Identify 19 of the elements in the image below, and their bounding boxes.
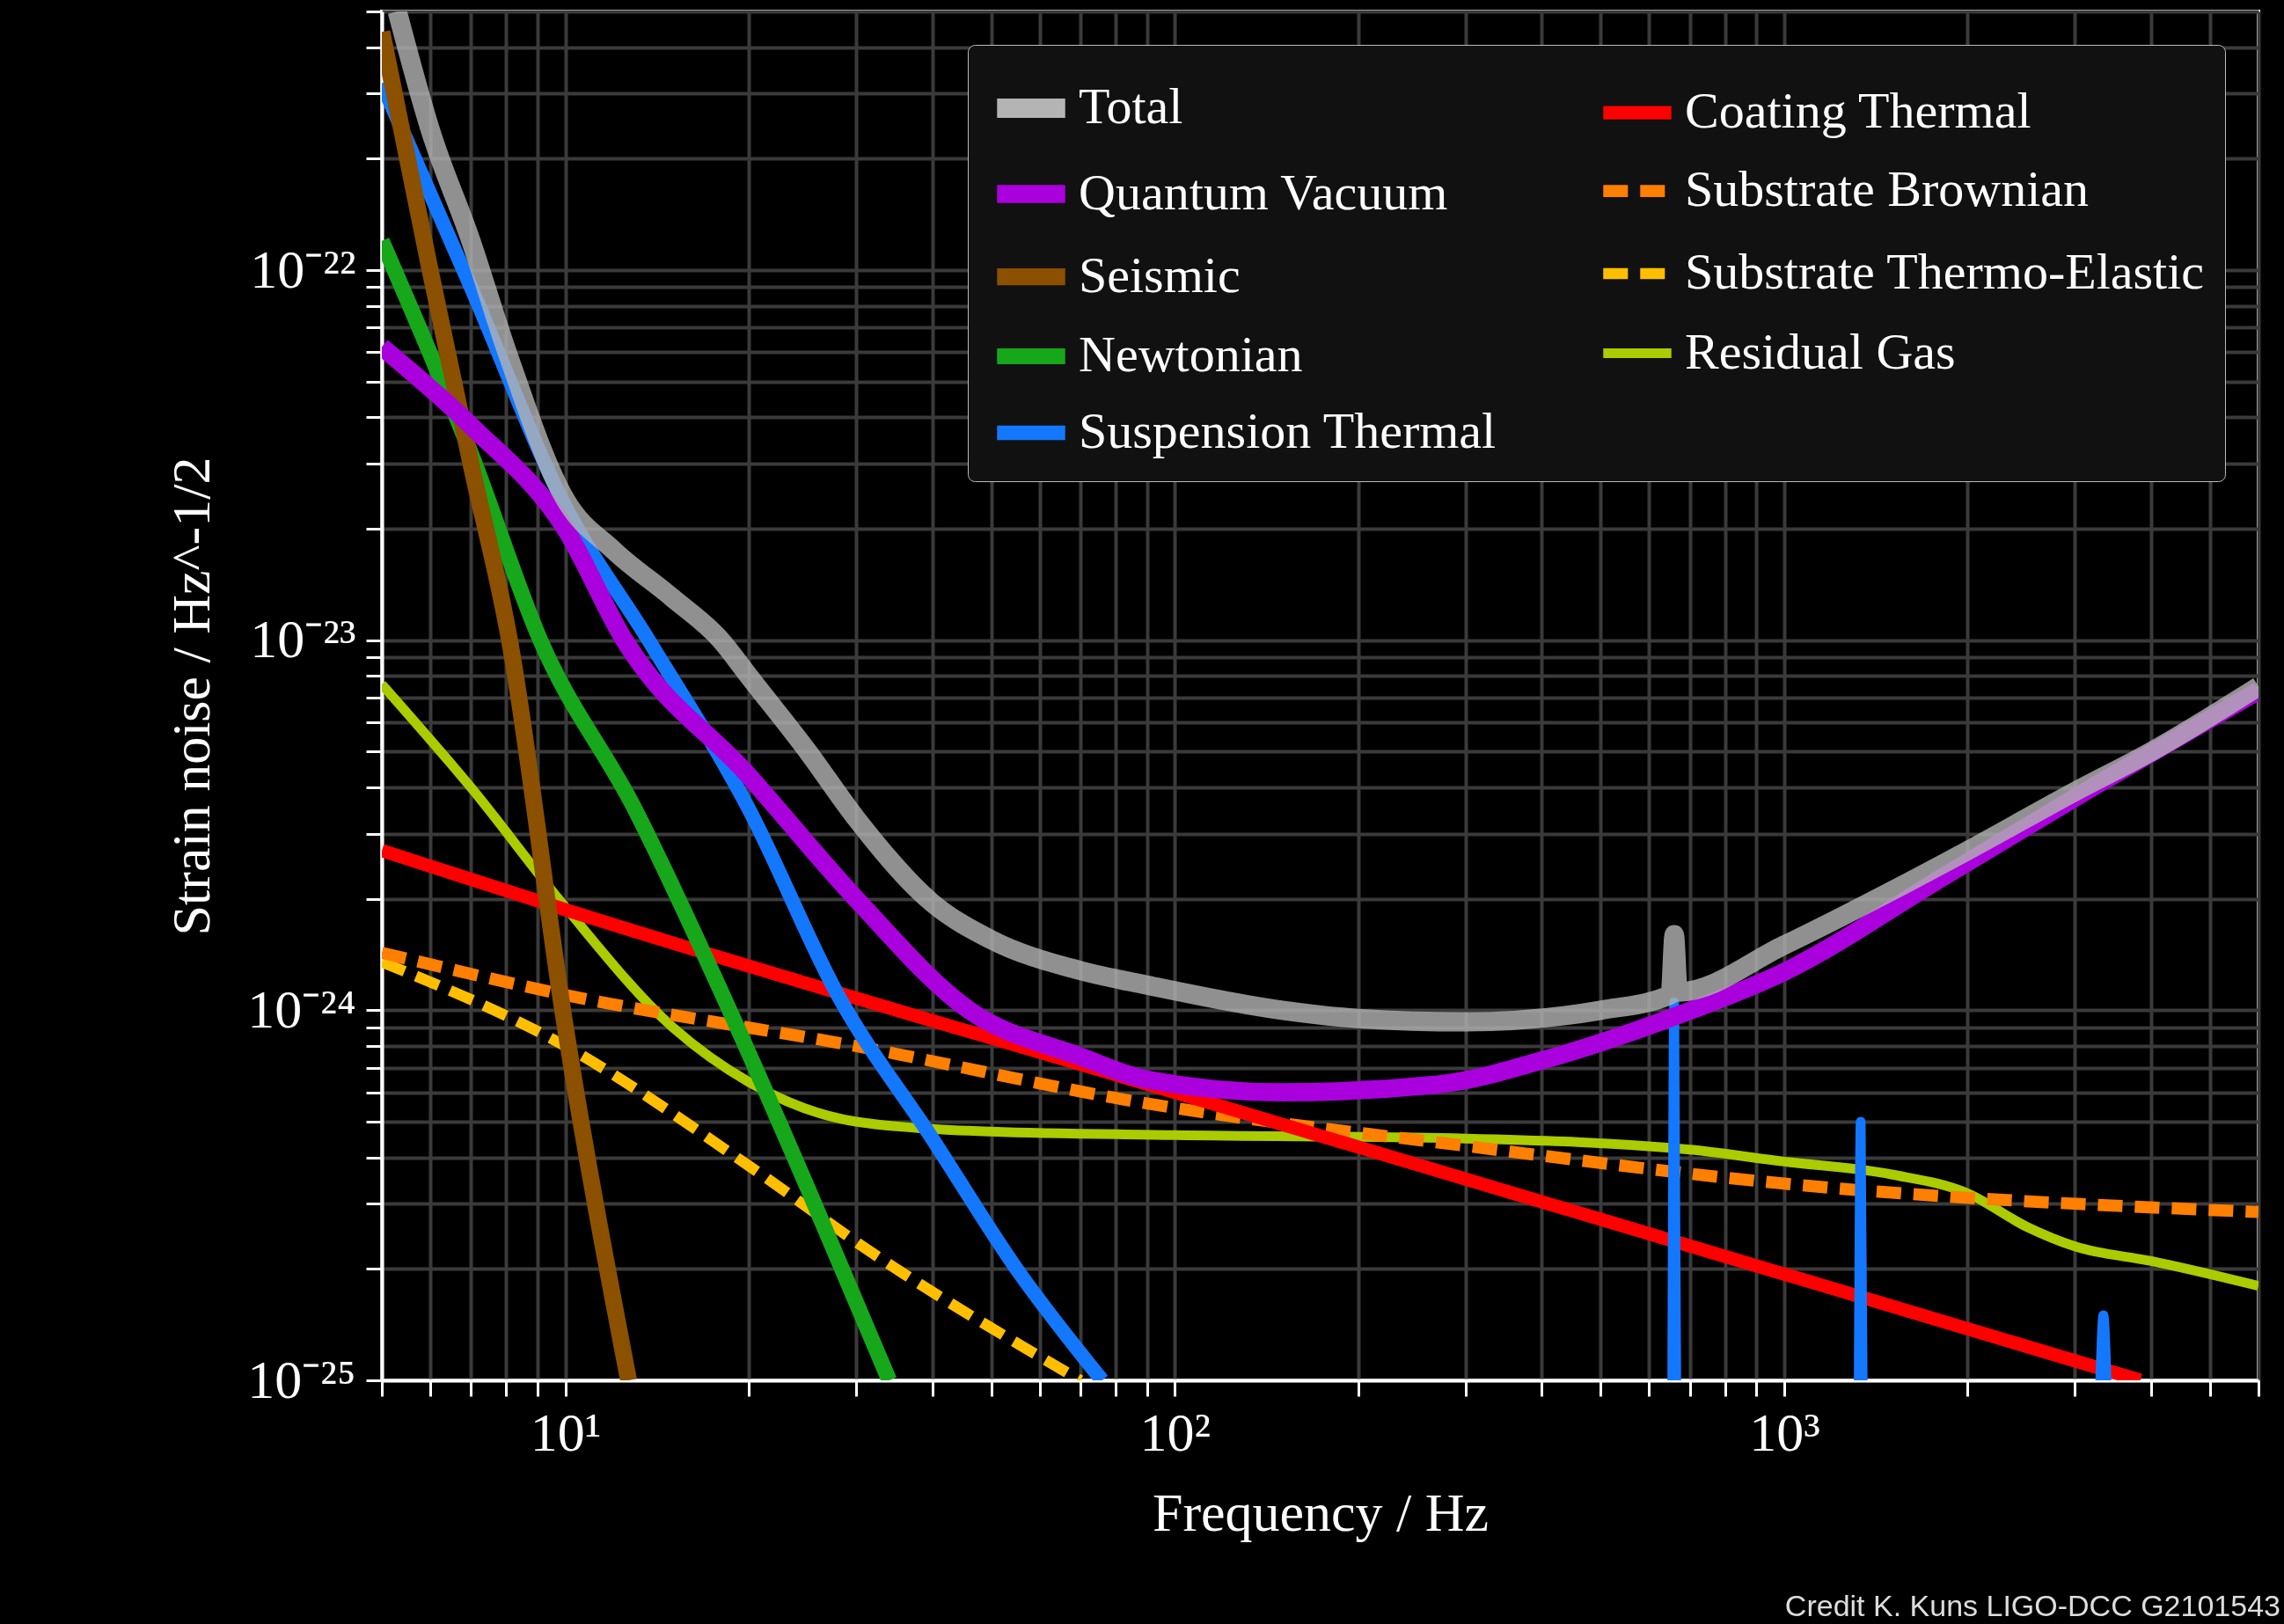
y-axis-title: Strain noise / Hz^-1/2 bbox=[161, 457, 222, 936]
legend-label: Substrate Thermo-Elastic bbox=[1685, 243, 2205, 300]
legend-label: Suspension Thermal bbox=[1079, 402, 1497, 459]
x-tick-label: 10¹ bbox=[530, 1401, 602, 1462]
legend-label: Residual Gas bbox=[1685, 322, 1956, 380]
x-tick-label: 10³ bbox=[1749, 1401, 1820, 1462]
x-axis-title: Frequency / Hz bbox=[1152, 1481, 1490, 1542]
legend-label: Seismic bbox=[1079, 245, 1241, 304]
y-tick-label: 10⁻²² bbox=[250, 238, 356, 299]
legend-label: Substrate Brownian bbox=[1685, 160, 2090, 217]
legend-label: Quantum Vacuum bbox=[1079, 163, 1448, 221]
x-tick-label: 10² bbox=[1139, 1401, 1212, 1462]
y-tick-label: 10⁻²³ bbox=[250, 609, 356, 669]
y-tick-label: 10⁻²⁴ bbox=[247, 978, 356, 1039]
legend-label: Newtonian bbox=[1079, 326, 1303, 383]
text: Credit K. Kuns LIGO-DCC G2101543 bbox=[1784, 1589, 2280, 1622]
legend-label: Coating Thermal bbox=[1685, 82, 2031, 140]
y-tick-label: 10⁻²⁵ bbox=[247, 1349, 356, 1409]
legend-label: Total bbox=[1079, 77, 1183, 135]
